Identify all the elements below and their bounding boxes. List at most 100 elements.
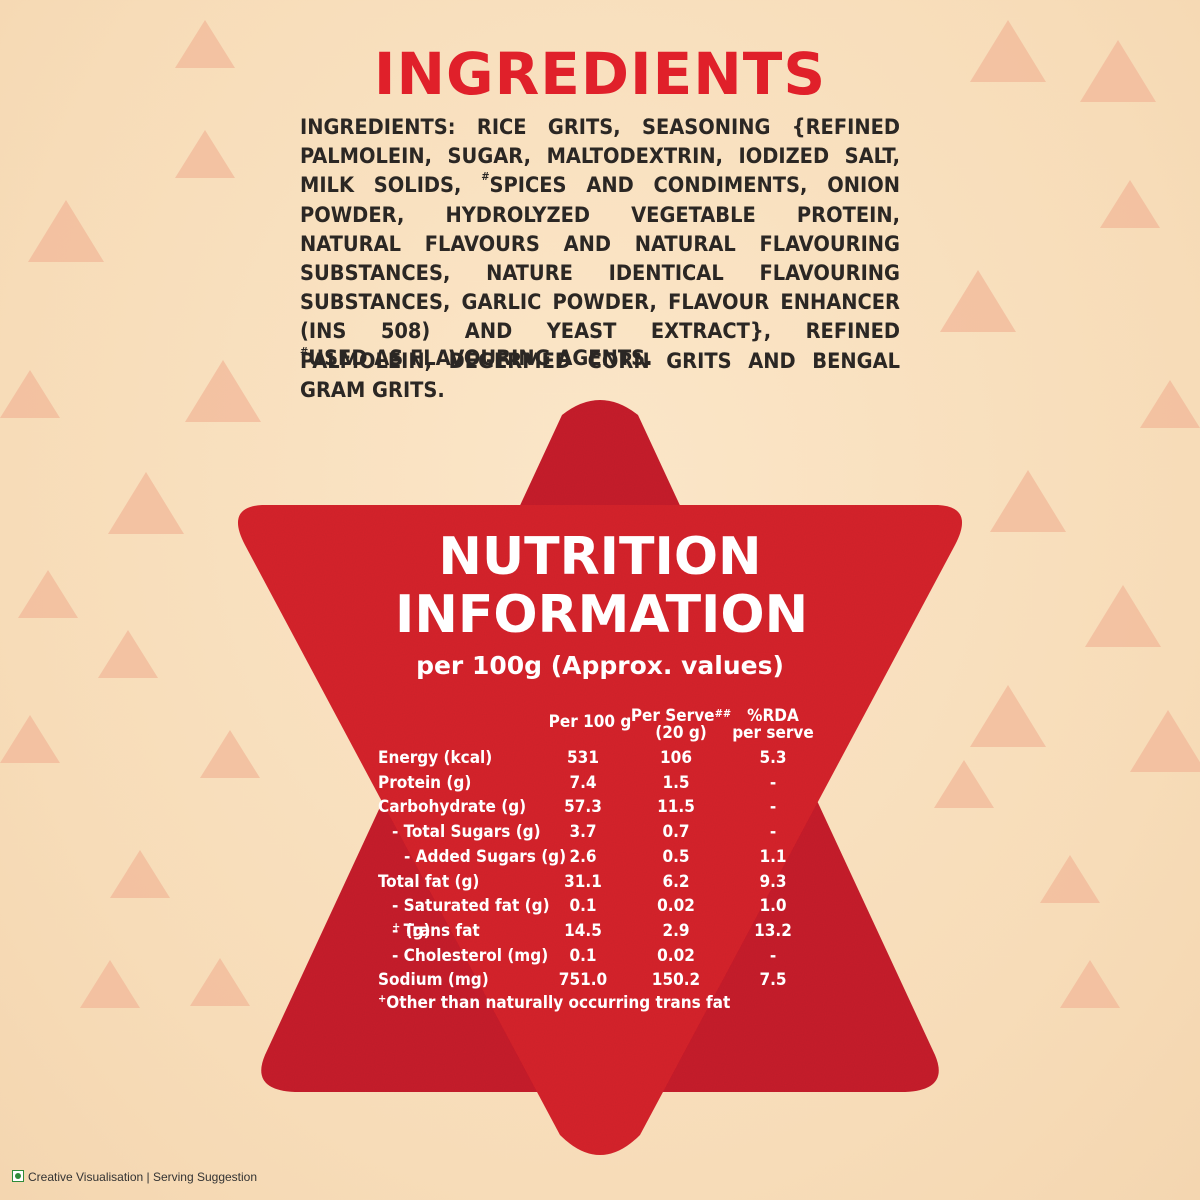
background-triangle xyxy=(1085,585,1161,647)
trans-fat-note: +Other than naturally occurring trans fa… xyxy=(378,993,730,1013)
background-triangle xyxy=(1040,855,1100,903)
per-serve-value: 0.5 xyxy=(662,846,690,867)
per-100g-value: 57.3 xyxy=(564,797,602,818)
background-triangle xyxy=(1080,40,1156,102)
nutrient-label: - Added Sugars (g) xyxy=(404,846,567,867)
per-serve-value: 150.2 xyxy=(651,970,701,991)
rda-value: 13.2 xyxy=(754,920,792,941)
header-per-100g: Per 100 g xyxy=(548,712,632,732)
rda-value: - xyxy=(769,797,777,818)
table-row: Carbohydrate (g) 57.3 11.5 - xyxy=(378,797,818,822)
background-triangle xyxy=(108,472,184,534)
flavouring-footnote: #USED AS FLAVOURING AGENTS. xyxy=(300,346,652,371)
header-rda-line1: %RDA xyxy=(747,706,799,726)
rda-value: 5.3 xyxy=(759,748,787,768)
ingredients-text-part-a: INGREDIENTS: RICE GRITS, SEASONING {REFI… xyxy=(300,115,900,199)
table-row: - Added Sugars (g) 2.6 0.5 1.1 xyxy=(378,847,818,872)
veg-mark-icon xyxy=(12,1170,24,1182)
background-triangle xyxy=(80,960,140,1008)
legal-text: Creative Visualisation | Serving Suggest… xyxy=(28,1170,258,1184)
background-triangle xyxy=(970,685,1046,747)
per-100g-value: 31.1 xyxy=(564,871,602,892)
background-triangle xyxy=(185,360,261,422)
per-100g-value: 0.1 xyxy=(569,896,597,917)
background-triangle xyxy=(200,730,260,778)
per-serve-value: 0.7 xyxy=(662,822,690,843)
background-triangle xyxy=(970,20,1046,82)
table-row: Total fat (g) 31.1 6.2 9.3 xyxy=(378,872,818,897)
background-triangle xyxy=(0,715,60,763)
header-rda-line2: per serve xyxy=(732,723,814,743)
rda-value: - xyxy=(769,822,777,843)
nutrient-label: Total fat (g) xyxy=(378,871,480,892)
background-triangle xyxy=(190,958,250,1006)
nutrient-label: Protein (g) xyxy=(378,772,472,793)
ingredients-text: INGREDIENTS: RICE GRITS, SEASONING {REFI… xyxy=(300,113,900,405)
table-row: - Cholesterol (mg) 0.1 0.02 - xyxy=(378,946,818,971)
header-rda: %RDA per serve xyxy=(723,708,823,742)
nutrient-label: Energy (kcal) xyxy=(378,748,493,768)
rda-value: - xyxy=(769,945,777,966)
nutrient-label: Carbohydrate (g) xyxy=(378,797,527,818)
table-row: - Total Sugars (g) 3.7 0.7 - xyxy=(378,822,818,847)
rda-value: - xyxy=(769,772,777,793)
per-100g-value: 7.4 xyxy=(569,772,597,793)
table-row: Protein (g) 7.4 1.5 - xyxy=(378,773,818,798)
background-triangle xyxy=(0,370,60,418)
background-triangle xyxy=(1140,380,1200,428)
nutrient-label-unit: (g) xyxy=(400,920,431,941)
background-triangle xyxy=(28,200,104,262)
per-100g-value: 2.6 xyxy=(569,846,597,867)
per-serve-value: 6.2 xyxy=(662,871,690,892)
background-triangle xyxy=(175,20,235,68)
table-row: Energy (kcal) 531 106 5.3 xyxy=(378,748,818,773)
background-triangle xyxy=(1130,710,1200,772)
background-triangle xyxy=(934,760,994,808)
nutrient-label-text: - Trans fat xyxy=(392,920,480,941)
legal-disclaimer: Creative Visualisation | Serving Suggest… xyxy=(12,1170,257,1184)
background-triangle xyxy=(18,570,78,618)
header-per-serve: Per Serve## (20 g) xyxy=(626,708,736,742)
nutrient-label: Sodium (mg) xyxy=(378,970,489,991)
nutrition-title-line1: NUTRITION xyxy=(438,527,762,587)
background-triangle xyxy=(175,130,235,178)
rda-value: 1.0 xyxy=(759,896,787,917)
hash-mark: # xyxy=(481,170,490,184)
per-serve-value: 0.02 xyxy=(657,945,695,966)
per-100g-value: 3.7 xyxy=(569,822,597,843)
nutrient-label: - Trans fat + (g) xyxy=(392,919,480,941)
hash-mark: # xyxy=(300,345,309,358)
background-triangle xyxy=(940,270,1016,332)
rda-value: 7.5 xyxy=(759,970,787,991)
background-triangle xyxy=(110,850,170,898)
plus-mark: + xyxy=(378,992,387,1005)
per-serve-value: 2.9 xyxy=(662,920,690,941)
plus-mark: + xyxy=(392,919,401,933)
nutrition-subtitle: per 100g (Approx. values) xyxy=(416,651,784,680)
rda-value: 9.3 xyxy=(759,871,787,892)
star-triangle-down xyxy=(237,505,963,1155)
header-per-serve-line1: Per Serve xyxy=(630,706,715,726)
per-100g-value: 14.5 xyxy=(564,920,602,941)
per-serve-value: 1.5 xyxy=(662,772,690,793)
per-100g-value: 0.1 xyxy=(569,945,597,966)
trans-fat-note-text: Other than naturally occurring trans fat xyxy=(386,993,731,1013)
per-100g-value: 751.0 xyxy=(558,970,608,991)
background-triangle xyxy=(98,630,158,678)
table-row: - Saturated fat (g) 0.1 0.02 1.0 xyxy=(378,896,818,921)
per-serve-value: 106 xyxy=(660,748,692,768)
rda-value: 1.1 xyxy=(759,846,787,867)
background-triangle xyxy=(1060,960,1120,1008)
table-row: - Trans fat + (g) 14.5 2.9 13.2 xyxy=(378,921,818,946)
double-hash-mark: ## xyxy=(714,707,732,720)
nutrition-title-line2: INFORMATION xyxy=(395,585,809,645)
nutrient-label: - Cholesterol (mg) xyxy=(392,945,549,966)
nutrient-label: - Total Sugars (g) xyxy=(392,822,541,843)
per-serve-value: 11.5 xyxy=(657,797,695,818)
per-serve-value: 0.02 xyxy=(657,896,695,917)
header-per-serve-line2: (20 g) xyxy=(655,723,707,743)
table-row: Sodium (mg) 751.0 150.2 7.5 xyxy=(378,970,818,995)
background-triangle xyxy=(1100,180,1160,228)
background-triangle xyxy=(990,470,1066,532)
